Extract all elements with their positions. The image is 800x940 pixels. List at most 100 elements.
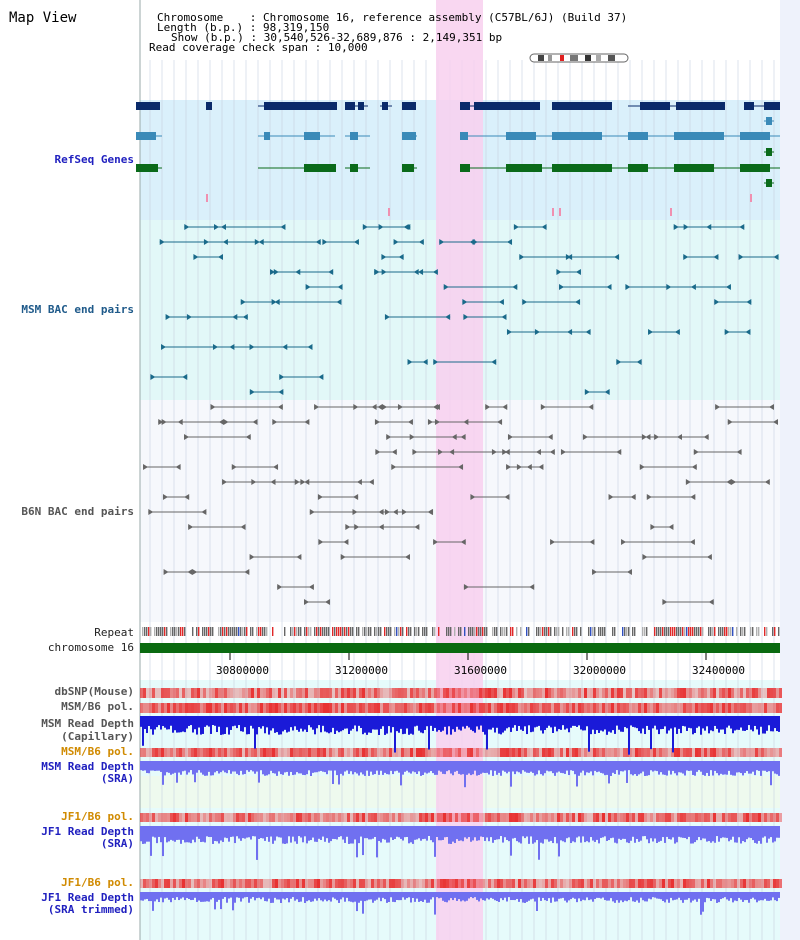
label-msm-depth-cap[interactable]: MSM Read Depth (41, 717, 134, 730)
depth-bar (226, 892, 228, 903)
depth-bar (556, 716, 558, 732)
label-msm-bac[interactable]: MSM BAC end pairs (21, 303, 134, 316)
polymorphism-cell (551, 703, 554, 713)
polymorphism-cell (233, 879, 236, 888)
bac-end-marker (270, 269, 276, 275)
bac-end-marker (296, 554, 302, 560)
polymorphism-cell (581, 813, 584, 822)
polymorphism-cell (617, 688, 620, 698)
polymorphism-cell (398, 688, 401, 698)
repeat-mark (292, 627, 294, 636)
depth-bar (474, 892, 476, 898)
depth-bar (710, 892, 712, 901)
label-jf1-pol-1[interactable]: JF1/B6 pol. (61, 810, 134, 823)
label-dbsnp[interactable]: dbSNP(Mouse) (54, 685, 134, 698)
gene-exon (136, 102, 160, 110)
polymorphism-cell (611, 688, 614, 698)
depth-bar (492, 892, 494, 899)
depth-bar (692, 761, 694, 775)
bac-end-marker (240, 524, 246, 530)
polymorphism-cell (242, 688, 245, 698)
depth-bar (378, 761, 380, 775)
gene-exon (628, 164, 648, 172)
polymorphism-cell (188, 813, 191, 822)
polymorphism-cell (560, 703, 563, 713)
depth-bar (638, 826, 640, 842)
depth-bar (766, 761, 768, 772)
repeat-mark (324, 627, 326, 636)
depth-bar (574, 761, 576, 775)
label-jf1-pol-2[interactable]: JF1/B6 pol. (61, 876, 134, 889)
depth-bar (486, 716, 488, 750)
polymorphism-cell (284, 748, 287, 757)
depth-bar (696, 892, 698, 902)
polymorphism-cell (299, 748, 302, 757)
depth-bar (314, 716, 316, 735)
depth-bar (598, 826, 600, 844)
polymorphism-cell (584, 688, 587, 698)
polymorphism-cell (383, 879, 386, 888)
repeat-mark (598, 627, 600, 636)
polymorphism-cell (485, 748, 488, 757)
depth-bar (656, 826, 658, 844)
polymorphism-cell (182, 748, 185, 757)
depth-bar (344, 892, 346, 902)
depth-bar (408, 716, 410, 735)
label-jf1-depth-2[interactable]: JF1 Read Depth (41, 891, 134, 904)
polymorphism-cell (395, 703, 398, 713)
polymorphism-cell (269, 688, 272, 698)
depth-bar (770, 761, 772, 786)
polymorphism-cell (599, 688, 602, 698)
polymorphism-cell (704, 703, 707, 713)
depth-bar (346, 892, 348, 898)
polymorphism-cell (239, 813, 242, 822)
depth-bar (190, 761, 192, 771)
ideogram-band (548, 55, 552, 61)
depth-bar (192, 716, 194, 733)
polymorphism-cell (347, 813, 350, 822)
label-msm-depth-sra[interactable]: MSM Read Depth (41, 760, 134, 773)
depth-bar (394, 716, 396, 753)
polymorphism-cell (557, 813, 560, 822)
bac-end-marker (213, 224, 219, 230)
label-jf1-depth-1[interactable]: JF1 Read Depth (41, 825, 134, 838)
label-msm-pol-sra[interactable]: MSM/B6 pol. (61, 745, 134, 758)
depth-bar (460, 892, 462, 902)
depth-bar (224, 761, 226, 773)
gene-exon (350, 164, 358, 172)
depth-bar (150, 761, 152, 771)
polymorphism-cell (692, 813, 695, 822)
polymorphism-cell (284, 813, 287, 822)
depth-bar (722, 761, 724, 775)
polymorphism-cell (155, 688, 158, 698)
polymorphism-cell (203, 748, 206, 757)
depth-bar (564, 761, 566, 774)
polymorphism-cell (221, 748, 224, 757)
polymorphism-cell (770, 813, 773, 822)
depth-bar (250, 826, 252, 840)
polymorphism-cell (317, 748, 320, 757)
repeat-mark (432, 627, 434, 636)
polymorphism-cell (479, 748, 482, 757)
polymorphism-cell (632, 813, 635, 822)
label-msm-pol-cap[interactable]: MSM/B6 pol. (61, 700, 134, 713)
label-b6n-bac[interactable]: B6N BAC end pairs (21, 505, 134, 518)
depth-bar (710, 826, 712, 843)
polymorphism-cell (314, 813, 317, 822)
depth-bar (476, 892, 478, 900)
polymorphism-cell (623, 688, 626, 698)
polymorphism-cell (218, 879, 221, 888)
label-refseq-genes[interactable]: RefSeq Genes (54, 153, 134, 166)
polymorphism-cell (281, 813, 284, 822)
depth-bar (228, 761, 230, 771)
polymorphism-cell (359, 813, 362, 822)
polymorphism-cell (296, 688, 299, 698)
polymorphism-cell (323, 748, 326, 757)
depth-bar (222, 892, 224, 899)
polymorphism-cell (560, 748, 563, 757)
repeat-mark (402, 627, 404, 636)
depth-bar (370, 761, 372, 772)
polymorphism-cell (740, 748, 743, 757)
label-repeat[interactable]: Repeat (94, 626, 134, 639)
depth-bar (596, 716, 598, 731)
